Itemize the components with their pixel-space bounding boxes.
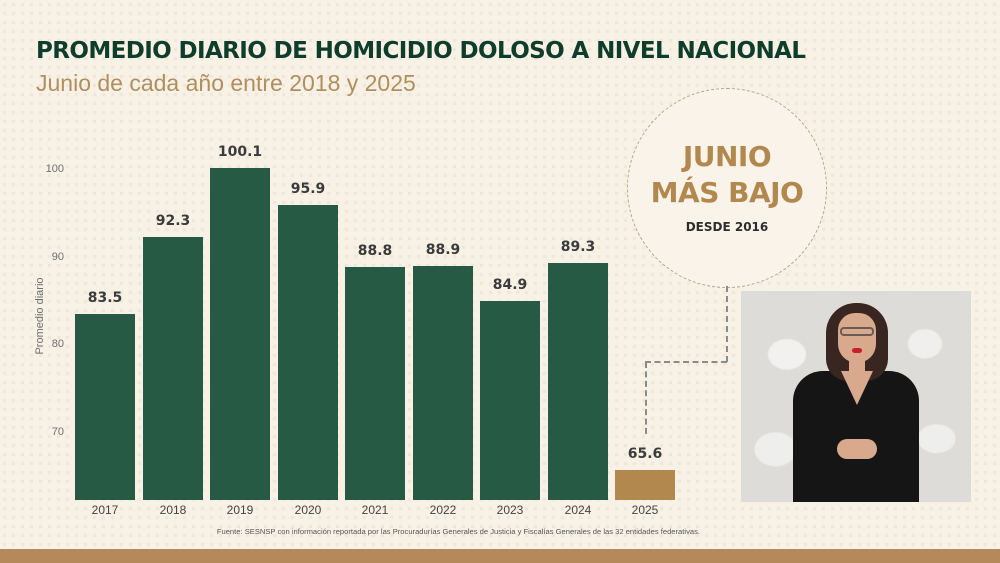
x-tick-label: 2020	[294, 503, 322, 517]
x-tick-label: 2023	[496, 503, 524, 517]
y-tick-80: 80	[51, 338, 64, 350]
bar-value-label: 89.3	[560, 238, 596, 255]
y-axis-label: Promedio diario	[34, 277, 46, 355]
x-tick-label: 2024	[564, 503, 592, 517]
callout-circle: JUNIO MÁS BAJO DESDE 2016	[627, 88, 827, 288]
bar-value-label: 92.3	[155, 212, 191, 229]
source-note: Fuente: SESNSP con información reportada…	[216, 527, 700, 536]
bar-value-label: 95.9	[290, 181, 326, 198]
bar-2019	[210, 168, 270, 500]
bar-value-label: 65.6	[627, 446, 663, 463]
x-tick-label: 2022	[429, 503, 457, 517]
bar-2017	[75, 313, 135, 500]
x-tick-label: 2018	[159, 503, 187, 517]
bar-value-label: 88.9	[425, 242, 461, 259]
connector-line	[726, 286, 728, 362]
bar-value-label: 83.5	[87, 289, 123, 306]
bar-2022	[413, 266, 473, 500]
connector-line	[645, 362, 647, 434]
interpreter-neckline	[841, 371, 873, 405]
x-tick-label: 2025	[631, 503, 659, 517]
interpreter-video-inset	[741, 291, 971, 502]
y-tick-70: 70	[51, 426, 64, 438]
bar-value-label: 88.8	[357, 243, 393, 260]
callout-line-3: DESDE 2016	[685, 220, 769, 234]
chart-title: PROMEDIO DIARIO DE HOMICIDIO DOLOSO A NI…	[36, 38, 806, 64]
chart-subtitle: Junio de cada año entre 2018 y 2025	[36, 70, 416, 96]
callout-line-1: JUNIO	[682, 140, 772, 173]
interpreter-hands	[837, 439, 877, 459]
x-tick-label: 2021	[361, 503, 389, 517]
bar-value-label: 84.9	[492, 277, 528, 294]
bar-2023	[480, 301, 540, 500]
bar-2025	[615, 470, 675, 500]
x-tick-label: 2019	[226, 503, 254, 517]
footer-band	[0, 549, 1000, 563]
bar-2024	[548, 262, 608, 500]
glasses-icon	[840, 327, 874, 336]
bar-value-label: 100.1	[217, 144, 263, 161]
x-tick-label: 2017	[91, 503, 119, 517]
interpreter-face	[838, 313, 876, 363]
callout-line-2: MÁS BAJO	[650, 176, 804, 209]
interpreter-lips	[852, 348, 862, 353]
bar-2020	[278, 205, 338, 500]
connector-line	[645, 361, 727, 363]
bar-2021	[345, 267, 405, 500]
bar-2018	[143, 236, 203, 500]
y-tick-90: 90	[51, 251, 64, 263]
y-tick-100: 100	[45, 163, 64, 175]
